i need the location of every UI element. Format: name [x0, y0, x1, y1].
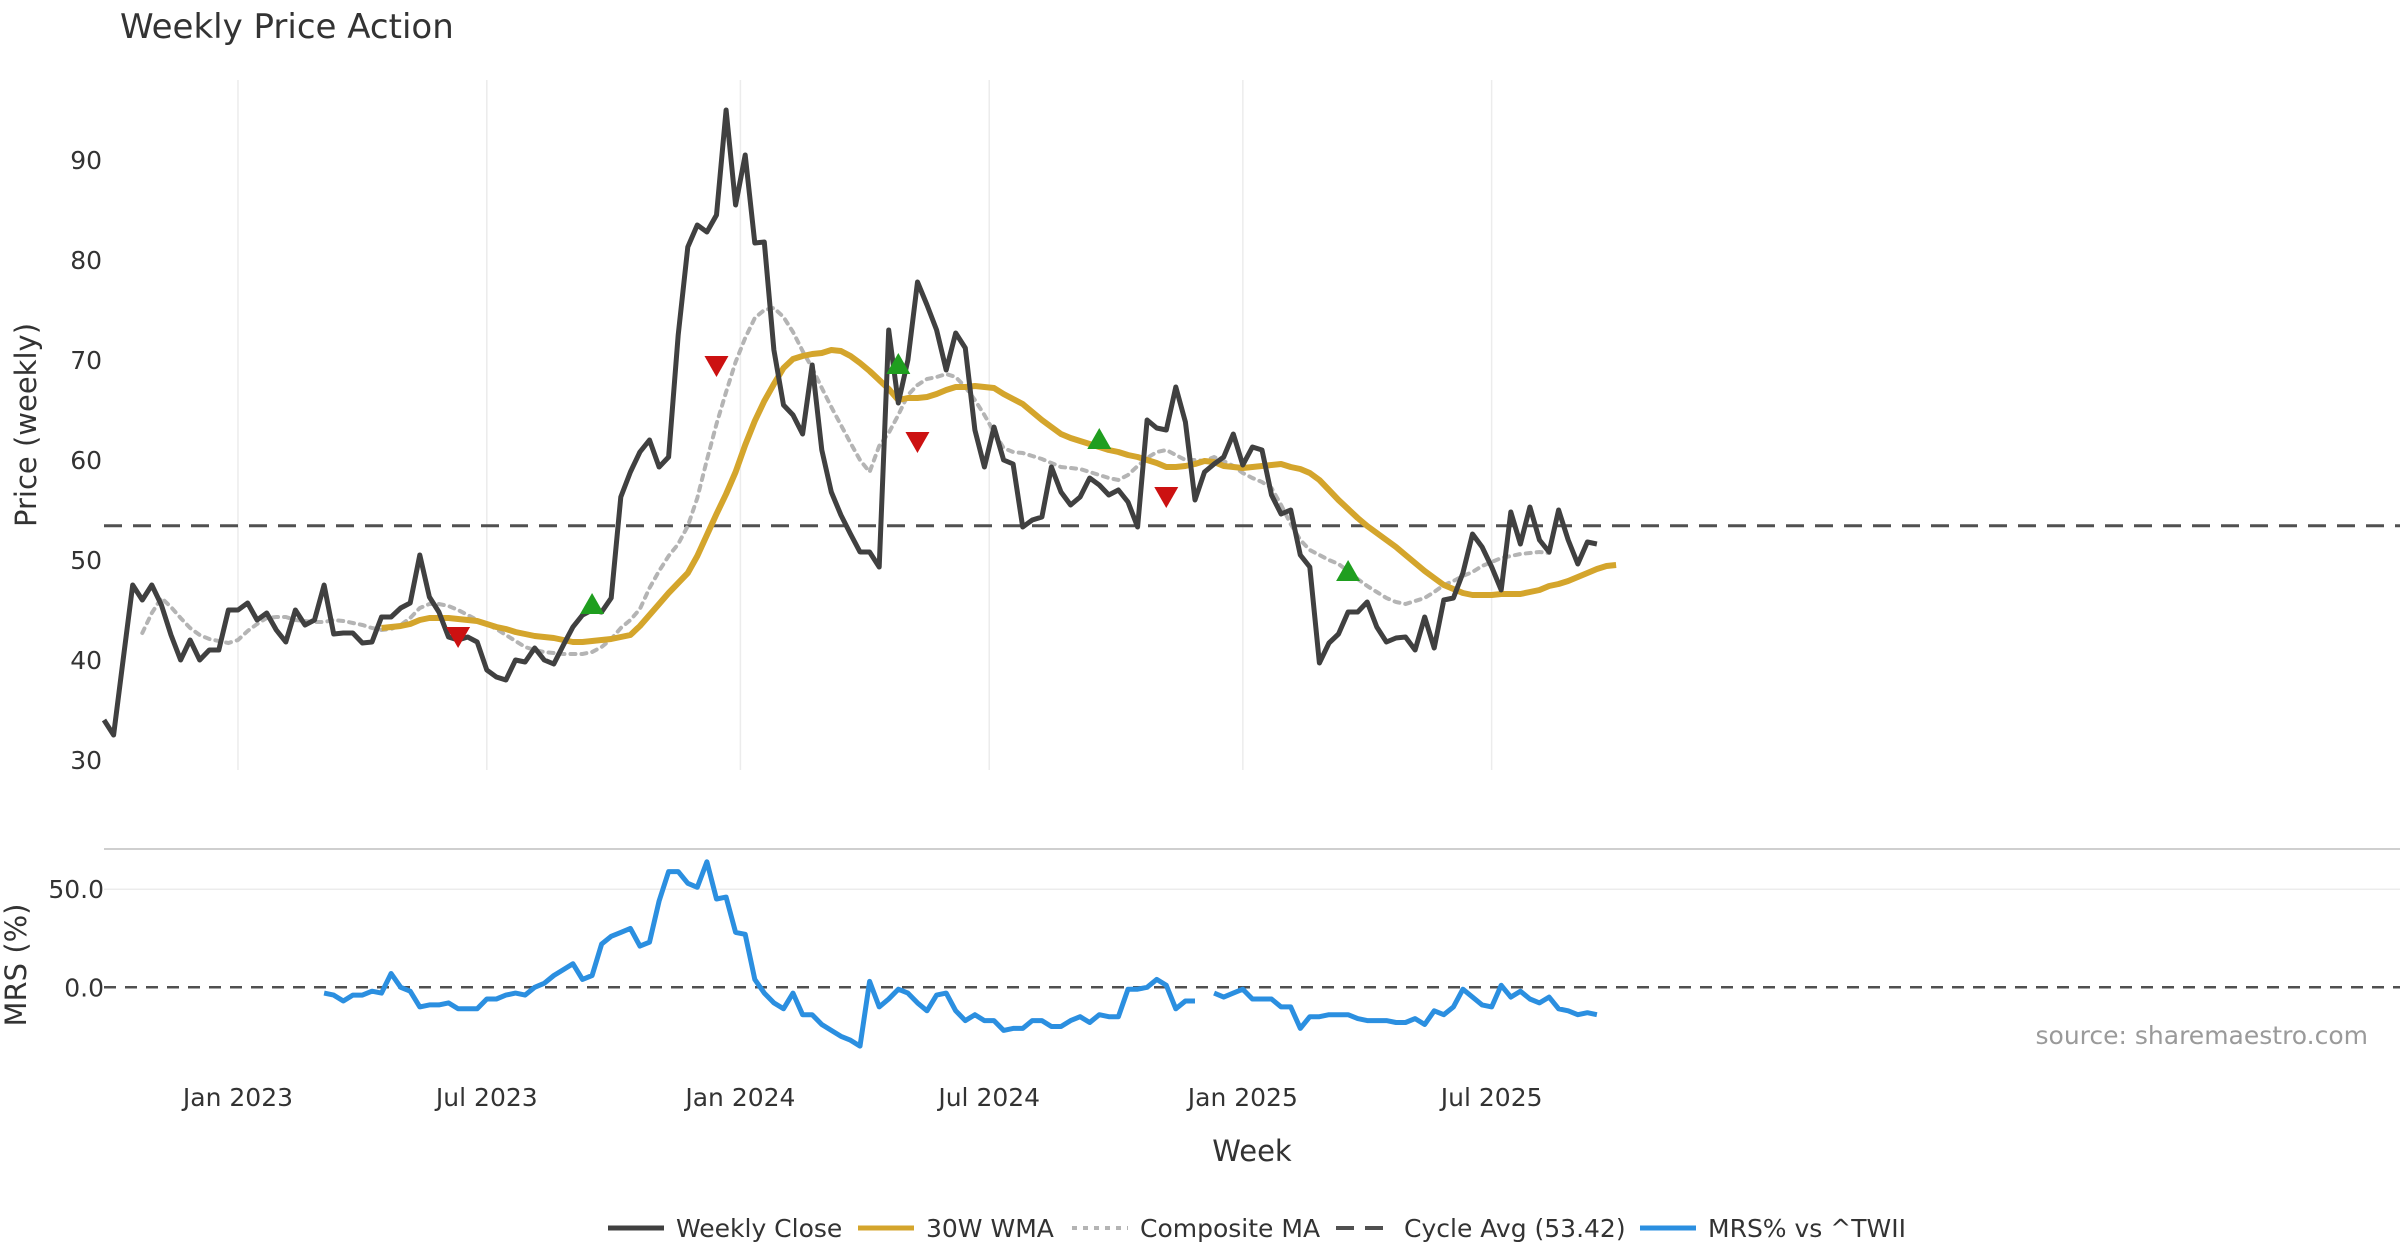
buy-signal-1 — [886, 353, 911, 374]
mrs-y-axis-label: MRS (%) — [0, 904, 33, 1027]
price-y-tick-70: 70 — [70, 346, 102, 375]
chart-title: Weekly Price Action — [120, 7, 454, 47]
mrs-y-ticks: 0.0 50.0 — [48, 875, 104, 1002]
weekly-close-line — [101, 107, 1598, 738]
price-y-tick-50: 50 — [70, 546, 102, 575]
price-y-axis-label: Price (weekly) — [9, 323, 43, 527]
buy-signal-2 — [1087, 428, 1112, 449]
trade-signals — [446, 353, 1361, 648]
price-y-tick-80: 80 — [70, 246, 102, 275]
legend-label-0: Weekly Close — [676, 1214, 842, 1243]
chart-legend: Weekly Close 30W WMA Composite MA Cycle Avg… — [608, 1214, 1906, 1243]
legend-label-3: Cycle Avg (53.42) — [1404, 1214, 1626, 1243]
mrs-y-tick-1: 50.0 — [48, 875, 104, 904]
sell-signal-1 — [704, 356, 729, 377]
x-axis-ticks: Jan 2023 Jul 2023 Jan 2024 Jul 2024 Jan 2025… — [181, 1083, 1543, 1112]
x-tick-5: Jul 2025 — [1439, 1083, 1543, 1112]
x-tick-0: Jan 2023 — [181, 1083, 293, 1112]
sell-signal-2 — [905, 432, 930, 453]
price-panel: 30 40 50 60 70 80 90 Price (weekly) — [9, 80, 2400, 775]
buy-signal-3 — [1336, 560, 1361, 581]
price-gridlines — [237, 80, 1493, 770]
x-tick-3: Jul 2024 — [936, 1083, 1040, 1112]
legend-label-4: MRS% vs ^TWII — [1708, 1214, 1906, 1243]
sell-signal-3 — [1154, 487, 1179, 508]
x-tick-4: Jan 2025 — [1186, 1083, 1298, 1112]
legend-label-2: Composite MA — [1140, 1214, 1320, 1243]
x-tick-2: Jan 2024 — [683, 1083, 795, 1112]
buy-signal-0 — [580, 593, 605, 614]
price-y-tick-30: 30 — [70, 746, 102, 775]
legend-label-1: 30W WMA — [926, 1214, 1054, 1243]
x-axis-label: Week — [1212, 1134, 1292, 1168]
wma-30w-line — [381, 347, 1617, 645]
mrs-line — [323, 859, 1598, 1049]
mrs-y-tick-0: 0.0 — [64, 973, 104, 1002]
price-y-ticks: 30 40 50 60 70 80 90 — [70, 146, 102, 775]
price-y-tick-60: 60 — [70, 446, 102, 475]
x-tick-1: Jul 2023 — [434, 1083, 538, 1112]
mrs-panel: 0.0 50.0 MRS (%) source: sharemaestro.com — [0, 859, 2400, 1050]
sell-signal-0 — [446, 627, 471, 648]
price-y-tick-90: 90 — [70, 146, 102, 175]
composite-ma-line — [140, 305, 1552, 656]
price-y-tick-40: 40 — [70, 646, 102, 675]
source-watermark: source: sharemaestro.com — [2036, 1021, 2369, 1050]
